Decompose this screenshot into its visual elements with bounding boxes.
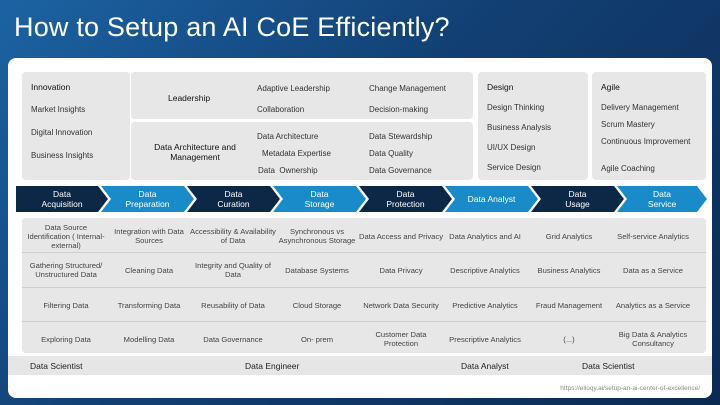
roles-bar: [8, 356, 712, 375]
pipeline-step-data-analyst: Data Analyst: [445, 186, 538, 212]
data-architecture-item: Data Quality: [369, 149, 414, 158]
pipeline-step-label: Data Acquisition: [41, 189, 83, 209]
coe-card: Innovation Market Insights Digital Innov…: [8, 58, 712, 398]
design-item: UI/UX Design: [487, 143, 536, 152]
innovation-box: [22, 72, 130, 180]
agile-heading: Agile: [601, 82, 620, 92]
pipeline-step-label: Data Preparation: [125, 189, 170, 209]
pipeline-step-data-curation: Data Curation: [187, 186, 280, 212]
grid-cell: Synchronous vs Asynchronous Storage: [278, 227, 356, 245]
agile-item: Continuous Improvement: [601, 137, 691, 146]
grid-cell: Modelling Data: [123, 334, 175, 344]
design-item: Design Thinking: [487, 103, 545, 112]
data-architecture-item: Data Stewardship: [369, 132, 433, 141]
agile-item: Agile Coaching: [601, 164, 655, 173]
design-heading: Design: [487, 82, 514, 92]
data-architecture-box: [131, 122, 473, 180]
grid-cell: Exploring Data: [41, 334, 91, 344]
grid-cell: Data Analytics and AI: [449, 231, 521, 241]
grid-cell: Fraud Management: [535, 300, 603, 310]
innovation-item: Digital Innovation: [31, 128, 93, 137]
grid-cell: Integrity and Quality of Data: [195, 261, 271, 279]
grid-cell: Integration with Data Sources: [114, 227, 184, 245]
grid-cell: Descriptive Analytics: [450, 265, 520, 275]
grid-cell: Data Access and Privacy: [359, 231, 443, 241]
grid-cell: Gathering Structured/ Unstructured Data: [29, 261, 103, 279]
leadership-item: Change Management: [369, 84, 446, 93]
grid-cell: Filtering Data: [43, 300, 89, 310]
grid-divider: [22, 252, 706, 253]
grid-divider: [22, 287, 706, 288]
role-label: Data Engineer: [245, 361, 300, 371]
grid-cell: Analytics as a Service: [615, 300, 691, 310]
pipeline-step-data-service: Data Service: [617, 186, 707, 212]
pipeline-step-label: Data Storage: [304, 189, 335, 209]
grid-cell: Database Systems: [285, 265, 349, 275]
agile-item: Scrum Mastery: [601, 120, 655, 129]
data-architecture-item: Data Ownership: [258, 166, 318, 175]
agile-box: [592, 72, 706, 180]
grid-cell: Data as a Service: [623, 265, 683, 275]
grid-cell: Self-service Analytics: [617, 231, 689, 241]
pipeline-step-data-storage: Data Storage: [273, 186, 366, 212]
grid-cell: On- prem: [300, 334, 334, 344]
grid-cell: Grid Analytics: [545, 231, 593, 241]
leadership-item: Adaptive Leadership: [257, 84, 330, 93]
grid-cell: Data Governance: [203, 334, 263, 344]
pipeline-step-data-acquisition: Data Acquisition: [16, 186, 108, 212]
grid-cell: Cloud Storage: [292, 300, 342, 310]
data-architecture-item: Data Architecture: [257, 132, 319, 141]
grid-cell: (...): [563, 334, 575, 344]
grid-cell: Predictive Analytics: [452, 300, 518, 310]
leadership-box: [131, 72, 473, 119]
grid-cell: Reusability of Data: [201, 300, 265, 310]
capability-grid: [22, 218, 706, 353]
pipeline-step-label: Data Analyst: [467, 194, 516, 204]
design-item: Business Analysis: [487, 123, 552, 132]
design-box: [478, 72, 588, 180]
page-title: How to Setup an AI CoE Efficiently?: [14, 12, 450, 42]
grid-cell: Data Privacy: [379, 265, 423, 275]
agile-item: Delivery Management: [601, 103, 679, 112]
grid-divider: [22, 321, 706, 322]
role-label: Data Scientist: [30, 361, 83, 371]
role-label: Data Scientist: [582, 361, 635, 371]
leadership-heading: Leadership: [168, 93, 211, 103]
innovation-item: Business Insights: [31, 151, 94, 160]
grid-cell: Customer Data Protection: [375, 330, 427, 348]
data-architecture-item: Metadata Expertise: [262, 149, 331, 158]
pipeline-step-label: Data Protection: [386, 189, 425, 209]
grid-cell: Accessibility & Availability of Data: [190, 227, 276, 245]
grid-cell: Cleaning Data: [124, 265, 174, 275]
leadership-item: Collaboration: [257, 105, 305, 114]
grid-cell: Business Analytics: [537, 265, 601, 275]
data-architecture-heading: Data Architecture and Management: [154, 142, 236, 162]
innovation-heading: Innovation: [31, 82, 71, 92]
grid-cell: Prescriptive Analytics: [449, 334, 521, 344]
pipeline-step-label: Data Usage: [565, 189, 590, 209]
source-url: https://elloqy.ai/setup-an-ai-center-of-…: [560, 385, 700, 392]
leadership-item: Decision-making: [369, 105, 429, 114]
grid-cell: Data Source Identification ( Internal-ex…: [27, 222, 105, 250]
pipeline-step-label: Data Curation: [217, 189, 250, 209]
grid-cell: Transforming Data: [117, 300, 181, 310]
grid-cell: Big Data & Analytics Consultancy: [618, 330, 688, 348]
design-item: Service Design: [487, 163, 541, 172]
innovation-item: Market Insights: [31, 105, 86, 114]
pipeline-step-data-protection: Data Protection: [359, 186, 452, 212]
role-label: Data Analyst: [461, 361, 509, 371]
pipeline-step-data-preparation: Data Preparation: [101, 186, 194, 212]
pipeline-step-data-usage: Data Usage: [531, 186, 624, 212]
pipeline-step-label: Data Service: [647, 189, 677, 209]
grid-cell: Network Data Security: [363, 300, 439, 310]
data-architecture-item: Data Governance: [369, 166, 432, 175]
